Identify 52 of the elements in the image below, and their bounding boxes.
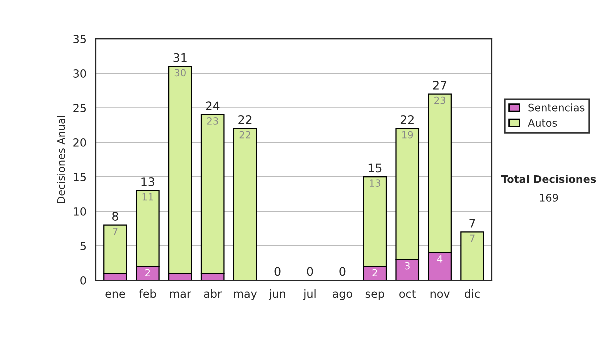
x-tick-label: jun [268,290,286,300]
total-label: 22 [400,115,414,124]
x-tick-label: feb [139,290,156,298]
total-label: 0 [340,267,346,276]
total-label: 7 [470,219,476,228]
legend-label: Sentencias [528,104,585,112]
y-tick-label: 5 [80,242,86,250]
total-label: 0 [274,267,281,276]
x-tick-label: may [234,292,258,300]
x-tick-label: abr [204,290,222,298]
x-tick-label: nov [430,292,450,298]
data-label: 11 [142,194,154,201]
data-label: 30 [174,69,186,77]
legend-label: Autos [528,119,558,128]
total-label: 22 [238,115,252,124]
data-label: 23 [207,118,218,125]
total-label: 13 [142,178,154,186]
y-tick-label: 10 [74,208,86,216]
y-axis-title: Decisiones Anual [57,116,66,204]
x-tick-label: ago [333,292,352,300]
total-label: 8 [112,212,118,221]
data-label: 2 [372,269,378,277]
y-tick-label: 0 [80,276,86,285]
x-tick-label: mar [170,292,192,298]
bar [460,232,484,280]
text: 169 [540,194,558,202]
data-label: 23 [434,96,446,104]
x-tick-label: ene [106,292,126,298]
data-label: 3 [405,262,410,270]
data-label: 2 [146,269,150,277]
data-label: 13 [370,180,381,187]
y-tick-label: 30 [74,70,86,78]
total-label: 0 [307,267,314,276]
y-tick-label: 35 [74,35,86,44]
text: Total Decisiones [501,175,596,184]
data-label: 7 [113,228,118,236]
total-label: 27 [433,80,447,90]
x-tick-label: jul [303,290,316,300]
total-label: 15 [368,164,382,173]
total-label: 31 [174,53,187,62]
data-label: 22 [240,131,251,139]
y-tick-label: 20 [74,138,86,147]
bar [233,128,258,280]
y-tick-label: 25 [74,104,86,112]
total-label: 24 [206,102,220,110]
data-label: 4 [437,256,443,263]
x-tick-label: dic [465,290,480,298]
data-label: 19 [402,131,414,139]
x-tick-label: sep [366,292,384,300]
x-tick-label: oct [400,290,416,298]
y-tick-label: 15 [74,173,86,182]
data-label: 7 [470,234,475,242]
